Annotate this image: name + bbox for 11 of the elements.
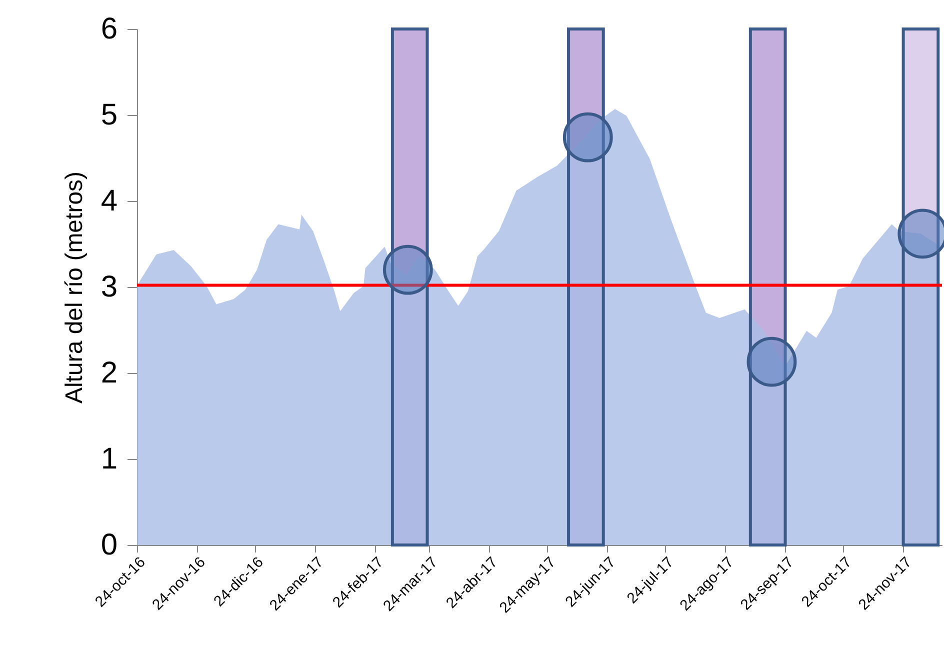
y-tick-label: 0 [100,528,118,562]
point [382,244,433,295]
y-tick-label: 5 [100,98,118,132]
y-axis-title: Altura del río (metros) [60,171,88,404]
y-tick-label: 1 [100,442,118,476]
point [746,336,797,387]
y-tick-label: 3 [100,270,118,304]
y-tick-label: 4 [100,184,118,218]
y-tick-label: 2 [100,356,118,390]
y-tick-label: 6 [100,12,118,46]
point [562,112,613,162]
